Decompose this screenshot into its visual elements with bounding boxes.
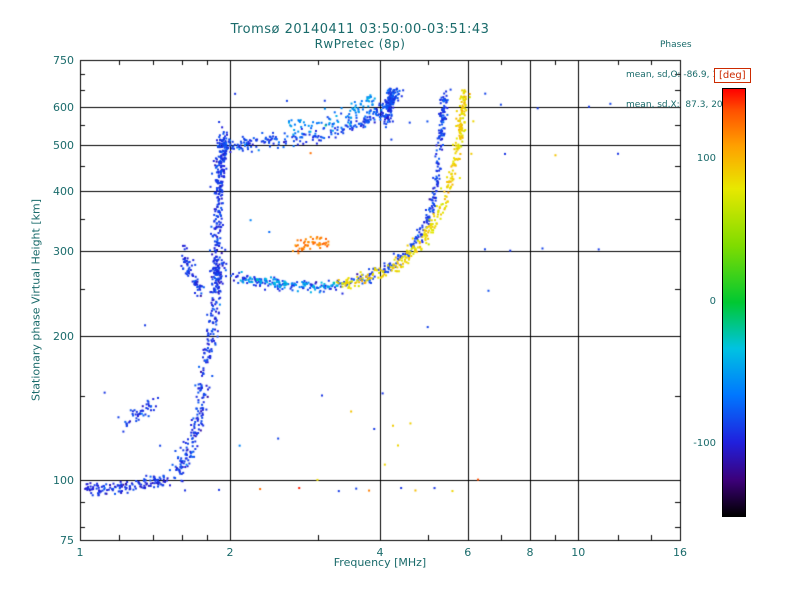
y-tick-label: 400 — [53, 185, 74, 199]
y-tick-label: 750 — [53, 54, 74, 67]
page-title: Tromsø 20140411 03:50:00-03:51:43 — [230, 22, 490, 37]
x-tick-label: 4 — [376, 546, 384, 559]
y-tick-label: 300 — [53, 245, 74, 258]
colorbar-tick-label: 100 — [696, 153, 716, 165]
phase-stats-x-mode: mean, sd,X: 87.3, 20.1 — [626, 100, 732, 110]
y-tick-label: 200 — [53, 329, 74, 343]
y-tick-label: 600 — [53, 100, 74, 114]
x-tick-label: 6 — [464, 546, 472, 559]
page-subtitle: RwPretec (8p) — [314, 37, 406, 51]
colorbar — [722, 88, 746, 517]
x-tick-label: 8 — [526, 546, 534, 559]
x-tick-label: 2 — [226, 546, 234, 559]
y-tick-label: 100 — [53, 474, 74, 488]
phase-stats-header: Phases — [660, 40, 692, 50]
y-axis-label: Stationary phase Virtual Height [km] — [29, 198, 43, 402]
y-tick-label: 75 — [60, 534, 74, 547]
x-tick-label: 10 — [571, 546, 586, 559]
colorbar-tick-label: -100 — [693, 437, 716, 449]
colorbar-units-label: [deg] — [714, 68, 751, 83]
y-tick-label: 500 — [53, 138, 74, 152]
x-tick-label: 1 — [76, 546, 84, 559]
x-tick-label: 16 — [673, 546, 687, 559]
colorbar-tick-label: 0 — [709, 295, 716, 307]
x-axis-label: Frequency [MHz] — [333, 556, 427, 569]
